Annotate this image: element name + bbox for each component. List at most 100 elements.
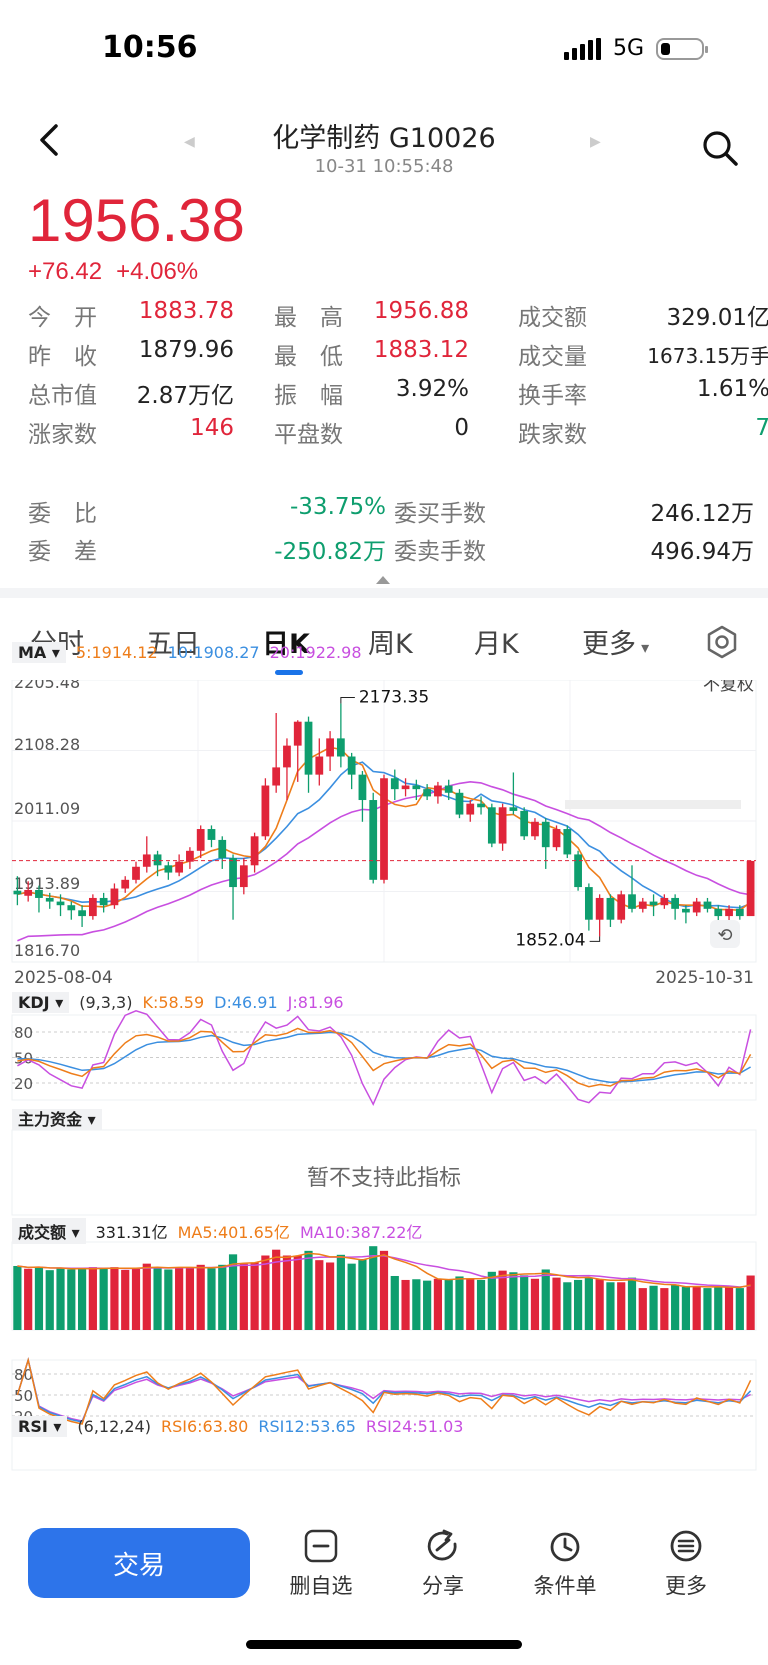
share-button[interactable]: 分享 — [398, 1528, 488, 1600]
volume-bar — [487, 1271, 496, 1330]
volume-bar — [369, 1246, 378, 1330]
clock-icon — [550, 1532, 580, 1562]
tab-2[interactable]: 日K — [262, 622, 310, 661]
change-percent: +4.06% — [116, 258, 199, 285]
candle-body — [110, 888, 119, 906]
fund-indicator-select[interactable]: 主力资金 ▾ — [12, 1109, 102, 1130]
volume-indicator-select[interactable]: 成交额 ▾ — [12, 1218, 86, 1244]
quote-label: 今 开 — [28, 305, 97, 331]
volume-bar — [584, 1277, 593, 1330]
order-value: -33.75% — [290, 494, 386, 520]
fund-label: 主力资金 — [18, 1110, 83, 1129]
candle-body — [175, 861, 184, 873]
rsi24-value: RSI24:51.03 — [365, 1417, 464, 1436]
ma-indicator-select[interactable]: MA ▾ — [12, 642, 66, 663]
conditional-order-label: 条件单 — [533, 1574, 597, 1598]
candle-body — [563, 829, 572, 855]
candle-body — [509, 807, 518, 811]
remove-watchlist-button[interactable]: 删自选 — [276, 1528, 366, 1600]
rsi-params: (6,12,24) — [77, 1417, 151, 1436]
candle-body — [293, 721, 302, 746]
volume-bar — [746, 1275, 755, 1330]
candle-body — [671, 897, 680, 909]
tab-label: 日K — [262, 629, 310, 660]
volume-bar — [315, 1260, 324, 1330]
candle-body — [186, 850, 194, 862]
reset-icon: ⟲ — [717, 925, 732, 946]
volume-bar — [595, 1279, 604, 1330]
rsi-indicator-select[interactable]: RSI ▾ — [12, 1416, 68, 1437]
volume-bar — [45, 1270, 54, 1330]
date-start-label: 2025-08-04 — [14, 968, 113, 988]
more-button[interactable]: 更多 — [641, 1528, 731, 1600]
volume-bar — [638, 1288, 647, 1330]
network-label: 5G — [612, 36, 644, 61]
candle-body — [326, 738, 334, 757]
tab-3[interactable]: 周K — [368, 622, 413, 661]
highlight-bar — [565, 800, 741, 809]
back-icon[interactable] — [30, 120, 70, 160]
candle-body — [283, 745, 291, 768]
candle-body — [390, 778, 399, 790]
volume-ma5: MA5:401.65亿 — [177, 1223, 290, 1242]
candle-body — [24, 889, 33, 896]
candle-body — [714, 908, 723, 917]
order-row: 委 差 -250.82万 委卖手数 496.94万 — [28, 532, 754, 572]
tab-4[interactable]: 月K — [474, 622, 519, 661]
candle-body — [239, 865, 248, 888]
remove-watchlist-label: 删自选 — [289, 1574, 353, 1598]
volume-bar — [401, 1279, 410, 1330]
fund-panel-frame — [11, 1129, 757, 1216]
tab-1[interactable]: 五日 — [146, 622, 200, 661]
volume-bar — [724, 1286, 734, 1330]
candle-body — [682, 908, 690, 913]
search-icon[interactable] — [700, 128, 740, 168]
candle-body — [703, 901, 712, 909]
tab-5[interactable]: 更多 ▾ — [582, 622, 649, 661]
kdj-tick-label: 20 — [14, 1075, 33, 1093]
price-change: +76.42 +4.06% — [28, 258, 212, 286]
volume-bar — [272, 1249, 281, 1330]
candle-body — [164, 865, 173, 873]
prev-stock-icon[interactable]: ◀ — [184, 134, 195, 150]
candle-body — [369, 800, 378, 880]
volume-bar — [627, 1277, 637, 1330]
tab-label: 更多 — [582, 629, 636, 660]
settings-icon[interactable] — [704, 624, 740, 660]
quote-label: 跌家数 — [518, 422, 587, 448]
conditional-order-button[interactable]: 条件单 — [520, 1528, 610, 1600]
collapse-arrow-icon[interactable] — [376, 576, 390, 584]
kdj-j-line — [17, 1010, 752, 1107]
fund-unsupported-message: 暂不支持此指标 — [306, 1166, 461, 1191]
quote-value: 7 — [755, 415, 768, 441]
candle-body — [660, 897, 669, 906]
quote-label: 总市值 — [28, 383, 97, 409]
quote-value: 3.92% — [395, 376, 469, 402]
volume-bar — [433, 1278, 443, 1330]
ma5-value: 5:1914.12 — [75, 643, 158, 662]
quote-label: 最 低 — [274, 344, 343, 370]
candle-body — [746, 860, 755, 917]
kdj-indicator-select[interactable]: KDJ ▾ — [12, 992, 70, 1013]
trade-button[interactable]: 交易 — [28, 1528, 250, 1598]
quote-row: 今 开 1883.78 最 高 1956.88 成交额 329.01亿 — [28, 298, 768, 338]
ma-header: MA ▾ 5:1914.12 10:1908.27 20:1922.98 — [12, 642, 362, 663]
kdj-j-value: J:81.96 — [287, 993, 344, 1012]
volume-bar — [530, 1278, 540, 1330]
quote-label: 涨家数 — [28, 422, 97, 448]
volume-bar — [293, 1255, 302, 1330]
volume-bar — [649, 1285, 658, 1330]
volume-header: 成交额 ▾ 331.31亿 MA5:401.65亿 MA10:387.22亿 — [12, 1218, 422, 1244]
candle-body — [229, 858, 237, 888]
quote-label: 平盘数 — [274, 422, 343, 448]
share-icon — [427, 1529, 457, 1561]
volume-bar — [347, 1263, 356, 1330]
candle-body — [541, 821, 550, 848]
share-label: 分享 — [422, 1574, 464, 1598]
quote-label: 换手率 — [518, 383, 587, 409]
kline-chart[interactable]: 2205.48 2108.28 2011.09 1913.89 1816.70 不复权 21… — [0, 680, 768, 1520]
low-pointer — [589, 936, 601, 942]
y-tick-label: 2011.09 — [14, 799, 80, 818]
volume-bar — [498, 1270, 507, 1330]
next-stock-icon[interactable]: ▶ — [590, 134, 601, 150]
